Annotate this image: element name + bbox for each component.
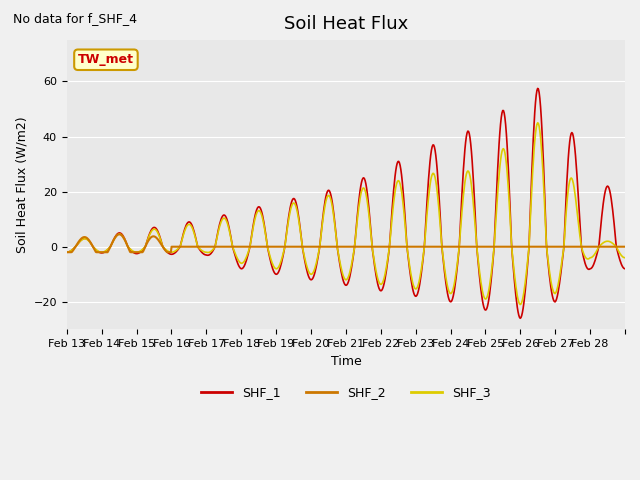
Title: Soil Heat Flux: Soil Heat Flux [284, 15, 408, 33]
Text: TW_met: TW_met [78, 53, 134, 66]
Legend: SHF_1, SHF_2, SHF_3: SHF_1, SHF_2, SHF_3 [196, 381, 496, 404]
Text: No data for f_SHF_4: No data for f_SHF_4 [13, 12, 137, 24]
X-axis label: Time: Time [330, 355, 361, 368]
Y-axis label: Soil Heat Flux (W/m2): Soil Heat Flux (W/m2) [15, 117, 28, 253]
